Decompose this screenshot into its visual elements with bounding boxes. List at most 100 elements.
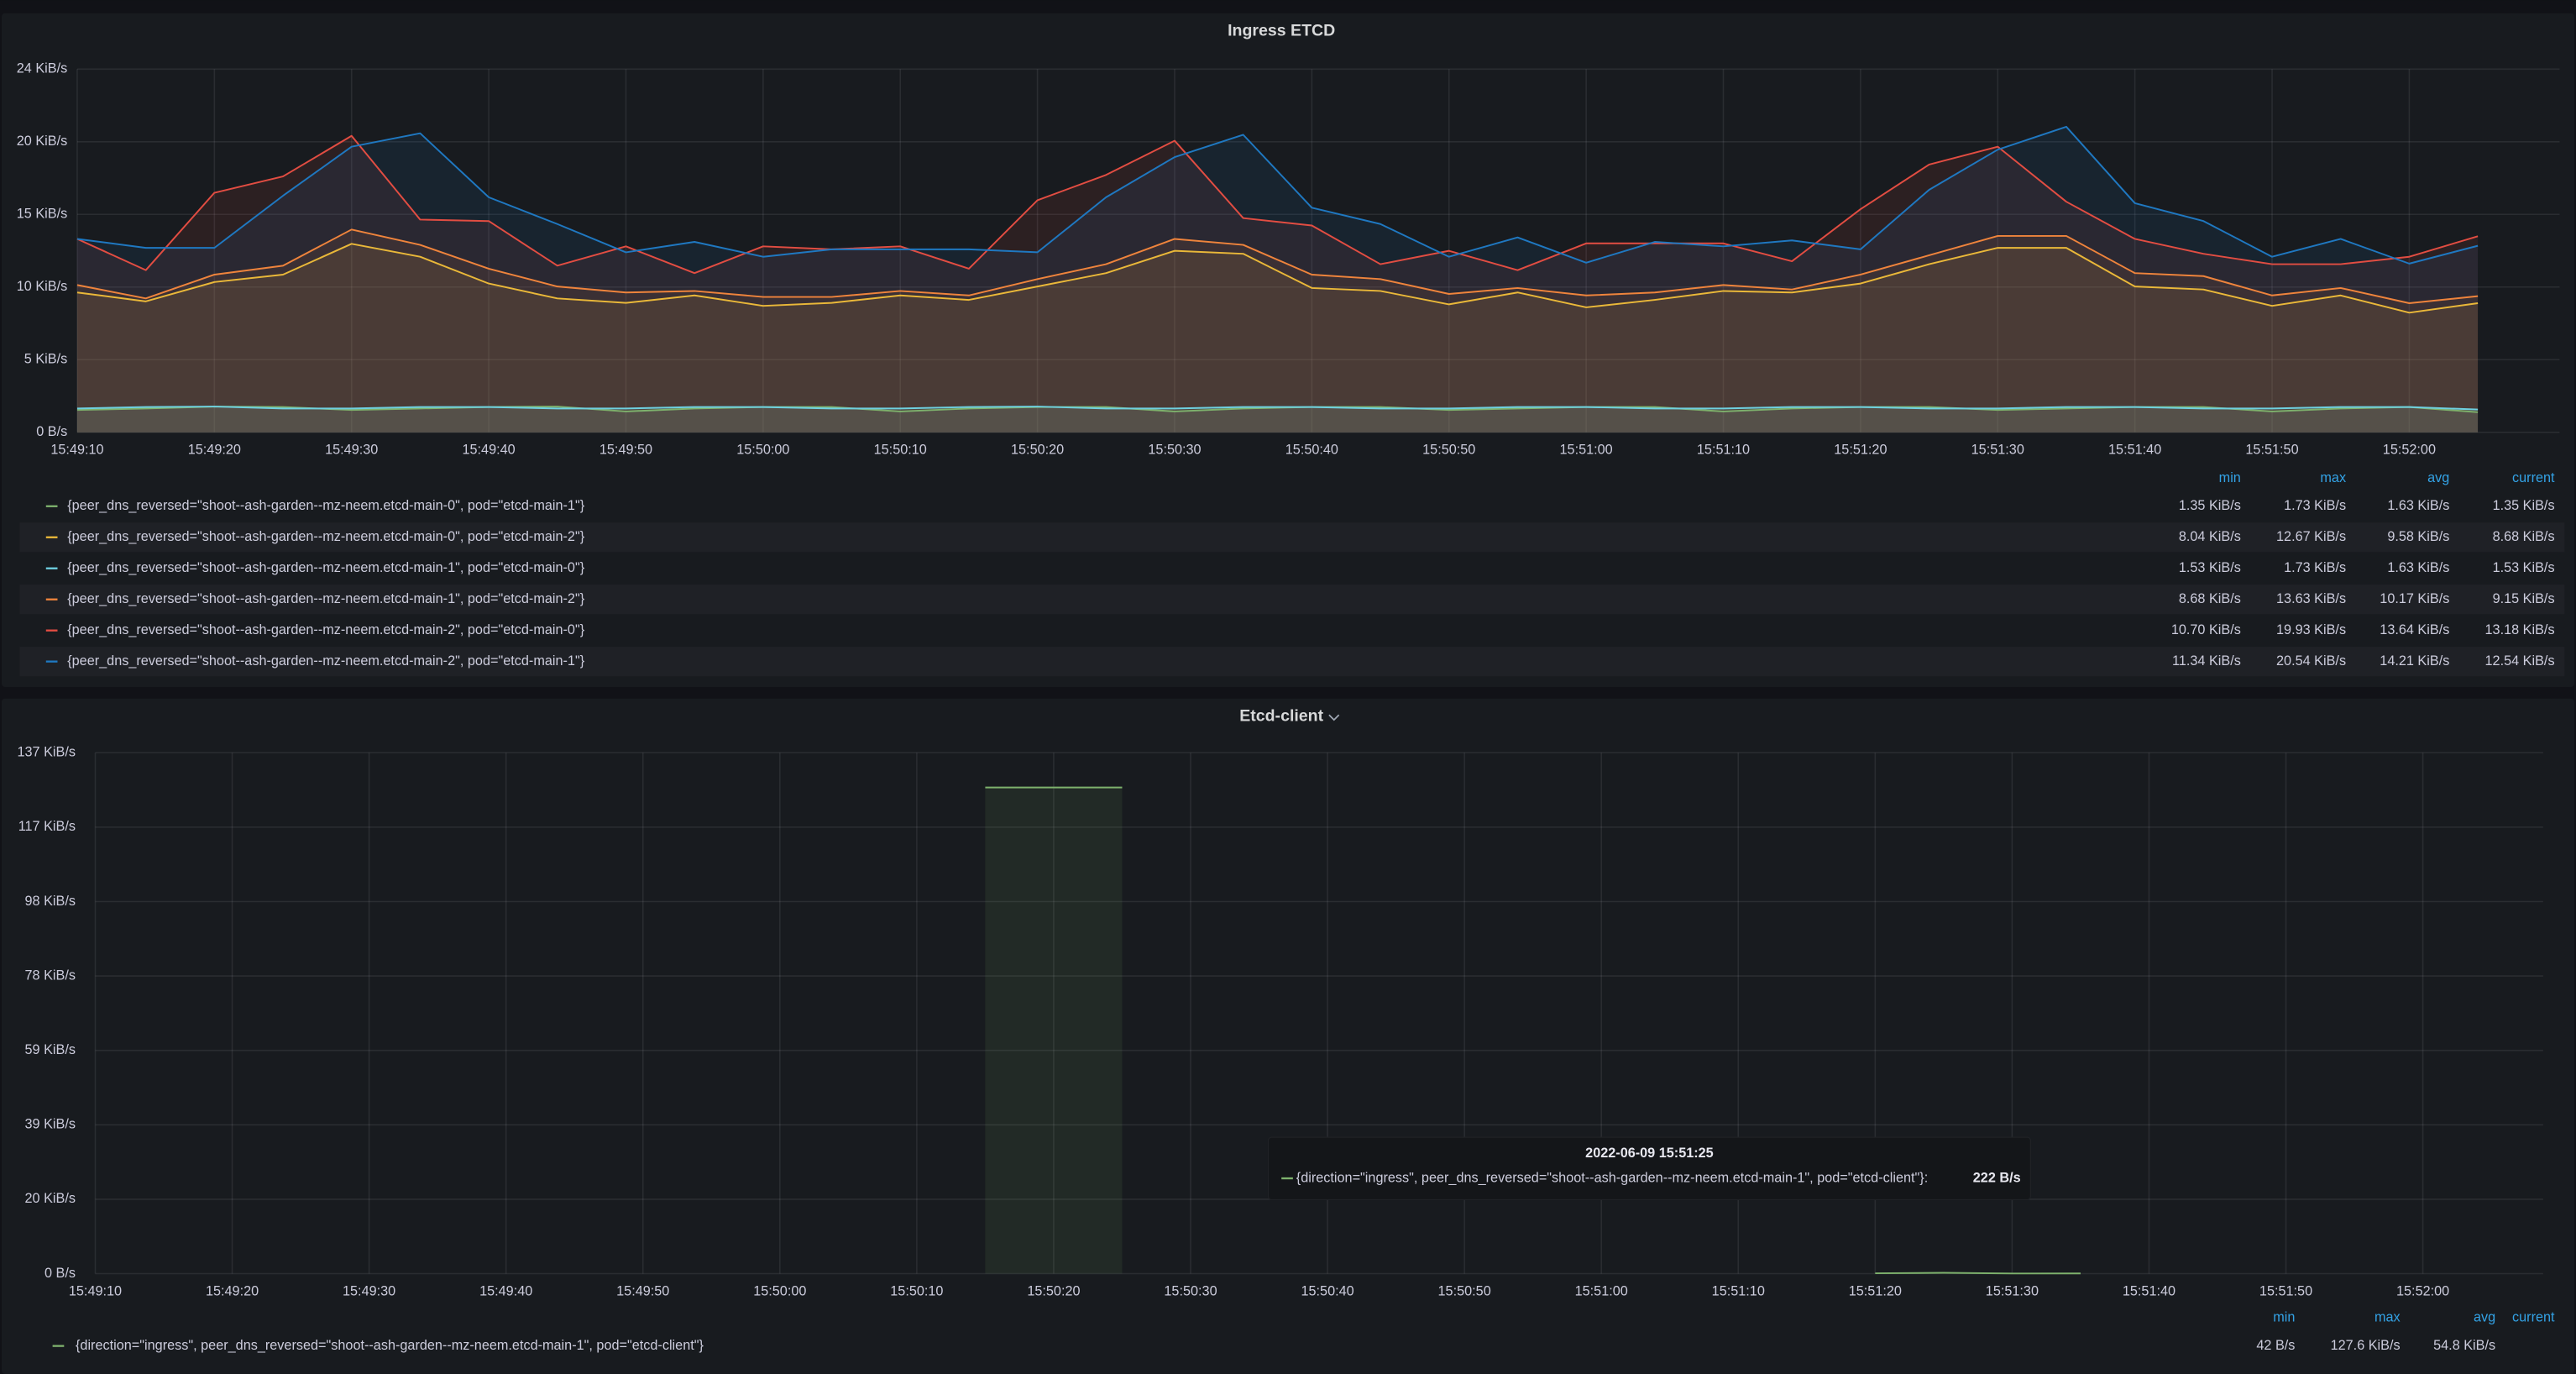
y-tick-label: 5 KiB/s	[24, 352, 67, 367]
legend-column-header: avg	[2474, 1310, 2495, 1325]
legend-row-band	[19, 522, 2565, 553]
x-tick-label: 15:51:30	[1971, 443, 2024, 458]
panel-menu-chevron[interactable]	[1328, 714, 1340, 721]
legend-column-header: max	[2374, 1310, 2401, 1325]
legend-row-band	[19, 585, 2565, 615]
y-tick-label: 78 KiB/s	[25, 968, 76, 983]
legend-stat: 8.68 KiB/s	[2179, 591, 2241, 606]
y-tick-label: 39 KiB/s	[25, 1117, 76, 1132]
x-tick-label: 15:50:50	[1422, 443, 1475, 458]
y-tick-label: 117 KiB/s	[18, 819, 76, 834]
legend-series-name: {direction="ingress", peer_dns_reversed=…	[76, 1338, 704, 1353]
series-area	[76, 406, 2479, 433]
x-tick-label: 15:49:40	[479, 1283, 532, 1298]
legend-stat: 1.73 KiB/s	[2284, 560, 2346, 575]
legend-stat: 19.93 KiB/s	[2276, 622, 2346, 637]
x-tick-label: 15:51:20	[1849, 1283, 1902, 1298]
legend-stat: 1.53 KiB/s	[2179, 560, 2241, 575]
series-area	[985, 787, 2081, 1274]
legend-column-header: avg	[2427, 470, 2449, 485]
x-tick-label: 15:51:30	[1986, 1283, 2039, 1298]
series-area	[76, 406, 2479, 433]
x-tick-label: 15:50:40	[1301, 1283, 1353, 1298]
y-tick-label: 10 KiB/s	[17, 279, 67, 294]
x-tick-label: 15:51:00	[1560, 443, 1613, 458]
x-tick-label: 15:49:30	[325, 443, 378, 458]
panel-title[interactable]: Ingress ETCD	[1228, 21, 1335, 39]
x-tick-label: 15:50:30	[1164, 1283, 1217, 1298]
x-tick-label: 15:49:30	[343, 1283, 395, 1298]
legend-stat: 127.6 KiB/s	[2331, 1338, 2401, 1353]
panel	[1, 698, 2575, 1374]
legend-column-header: current	[2512, 1310, 2555, 1325]
legend-series-name: {peer_dns_reversed="shoot--ash-garden--m…	[67, 498, 584, 513]
legend-column-header: min	[2273, 1310, 2295, 1325]
x-tick-label: 15:49:10	[69, 1283, 122, 1298]
legend-stat: 11.34 KiB/s	[2172, 653, 2241, 669]
legend-stat: 1.63 KiB/s	[2387, 498, 2449, 513]
legend-stat: 1.53 KiB/s	[2493, 560, 2555, 575]
legend-stat: 1.73 KiB/s	[2284, 498, 2346, 513]
tooltip: 2022-06-09 15:51:25 {direction="ingress"…	[1267, 1136, 2031, 1201]
x-tick-label: 15:51:40	[2108, 443, 2161, 458]
x-tick-label: 15:49:20	[188, 443, 241, 458]
x-tick-label: 15:50:20	[1027, 1283, 1080, 1298]
y-tick-label: 20 KiB/s	[17, 134, 67, 149]
series-area	[76, 244, 2479, 433]
x-tick-label: 15:50:00	[736, 443, 789, 458]
legend-column-header: min	[2219, 470, 2241, 485]
legend-stat: 54.8 KiB/s	[2433, 1338, 2495, 1353]
series-line	[985, 786, 2081, 1275]
legend-column-header: current	[2512, 470, 2555, 485]
x-tick-label: 15:51:50	[2245, 443, 2298, 458]
y-tick-label: 98 KiB/s	[25, 894, 76, 909]
y-tick-label: 0 B/s	[45, 1266, 76, 1281]
legend-stat: 12.67 KiB/s	[2276, 529, 2346, 544]
legend-stat: 14.21 KiB/s	[2380, 653, 2449, 669]
legend-stat: 13.63 KiB/s	[2276, 591, 2346, 606]
legend-stat: 1.35 KiB/s	[2493, 498, 2555, 513]
legend-stat: 20.54 KiB/s	[2276, 653, 2346, 669]
y-tick-label: 20 KiB/s	[25, 1191, 76, 1206]
series-line	[76, 406, 2479, 411]
x-tick-label: 15:50:10	[890, 1283, 943, 1298]
x-tick-label: 15:50:50	[1438, 1283, 1491, 1298]
legend-stat: 8.04 KiB/s	[2179, 529, 2241, 544]
series-area	[76, 126, 2479, 433]
x-tick-label: 15:50:30	[1148, 443, 1201, 458]
x-tick-label: 15:49:40	[462, 443, 515, 458]
x-tick-label: 15:50:00	[753, 1283, 806, 1298]
x-tick-label: 15:50:10	[874, 443, 927, 458]
legend-series-name: {peer_dns_reversed="shoot--ash-garden--m…	[67, 653, 584, 669]
legend-row-band	[19, 647, 2565, 677]
legend-stat: 13.18 KiB/s	[2485, 622, 2555, 637]
tooltip-time: 2022-06-09 15:51:25	[1585, 1146, 1714, 1161]
legend-stat: 10.70 KiB/s	[2171, 622, 2241, 637]
legend-stat: 8.68 KiB/s	[2493, 529, 2555, 544]
legend-stat: 1.35 KiB/s	[2179, 498, 2241, 513]
legend-column-header: max	[2320, 470, 2346, 485]
x-tick-label: 15:52:00	[2396, 1283, 2449, 1298]
panel-title[interactable]: Etcd-client	[1239, 706, 1323, 725]
legend-stat: 1.63 KiB/s	[2387, 560, 2449, 575]
x-tick-label: 15:49:50	[599, 443, 652, 458]
y-tick-label: 137 KiB/s	[18, 745, 76, 760]
x-tick-label: 15:50:20	[1011, 443, 1064, 458]
legend-series-name: {peer_dns_reversed="shoot--ash-garden--m…	[67, 622, 584, 637]
x-tick-label: 15:49:50	[616, 1283, 669, 1298]
legend-series-name: {peer_dns_reversed="shoot--ash-garden--m…	[67, 529, 584, 544]
series-line	[76, 228, 2479, 304]
series-line	[76, 125, 2479, 265]
y-tick-label: 24 KiB/s	[17, 61, 67, 76]
panel	[1, 13, 2575, 687]
legend-stat: 12.54 KiB/s	[2485, 653, 2555, 669]
x-tick-label: 15:49:20	[206, 1283, 259, 1298]
tooltip-box	[1267, 1136, 2031, 1201]
series-area	[76, 135, 2479, 433]
tooltip-value: 222 B/s	[1973, 1170, 2021, 1185]
x-tick-label: 15:51:50	[2259, 1283, 2312, 1298]
tooltip-series: {direction="ingress", peer_dns_reversed=…	[1296, 1170, 1928, 1185]
legend-stat: 42 B/s	[2256, 1338, 2295, 1353]
